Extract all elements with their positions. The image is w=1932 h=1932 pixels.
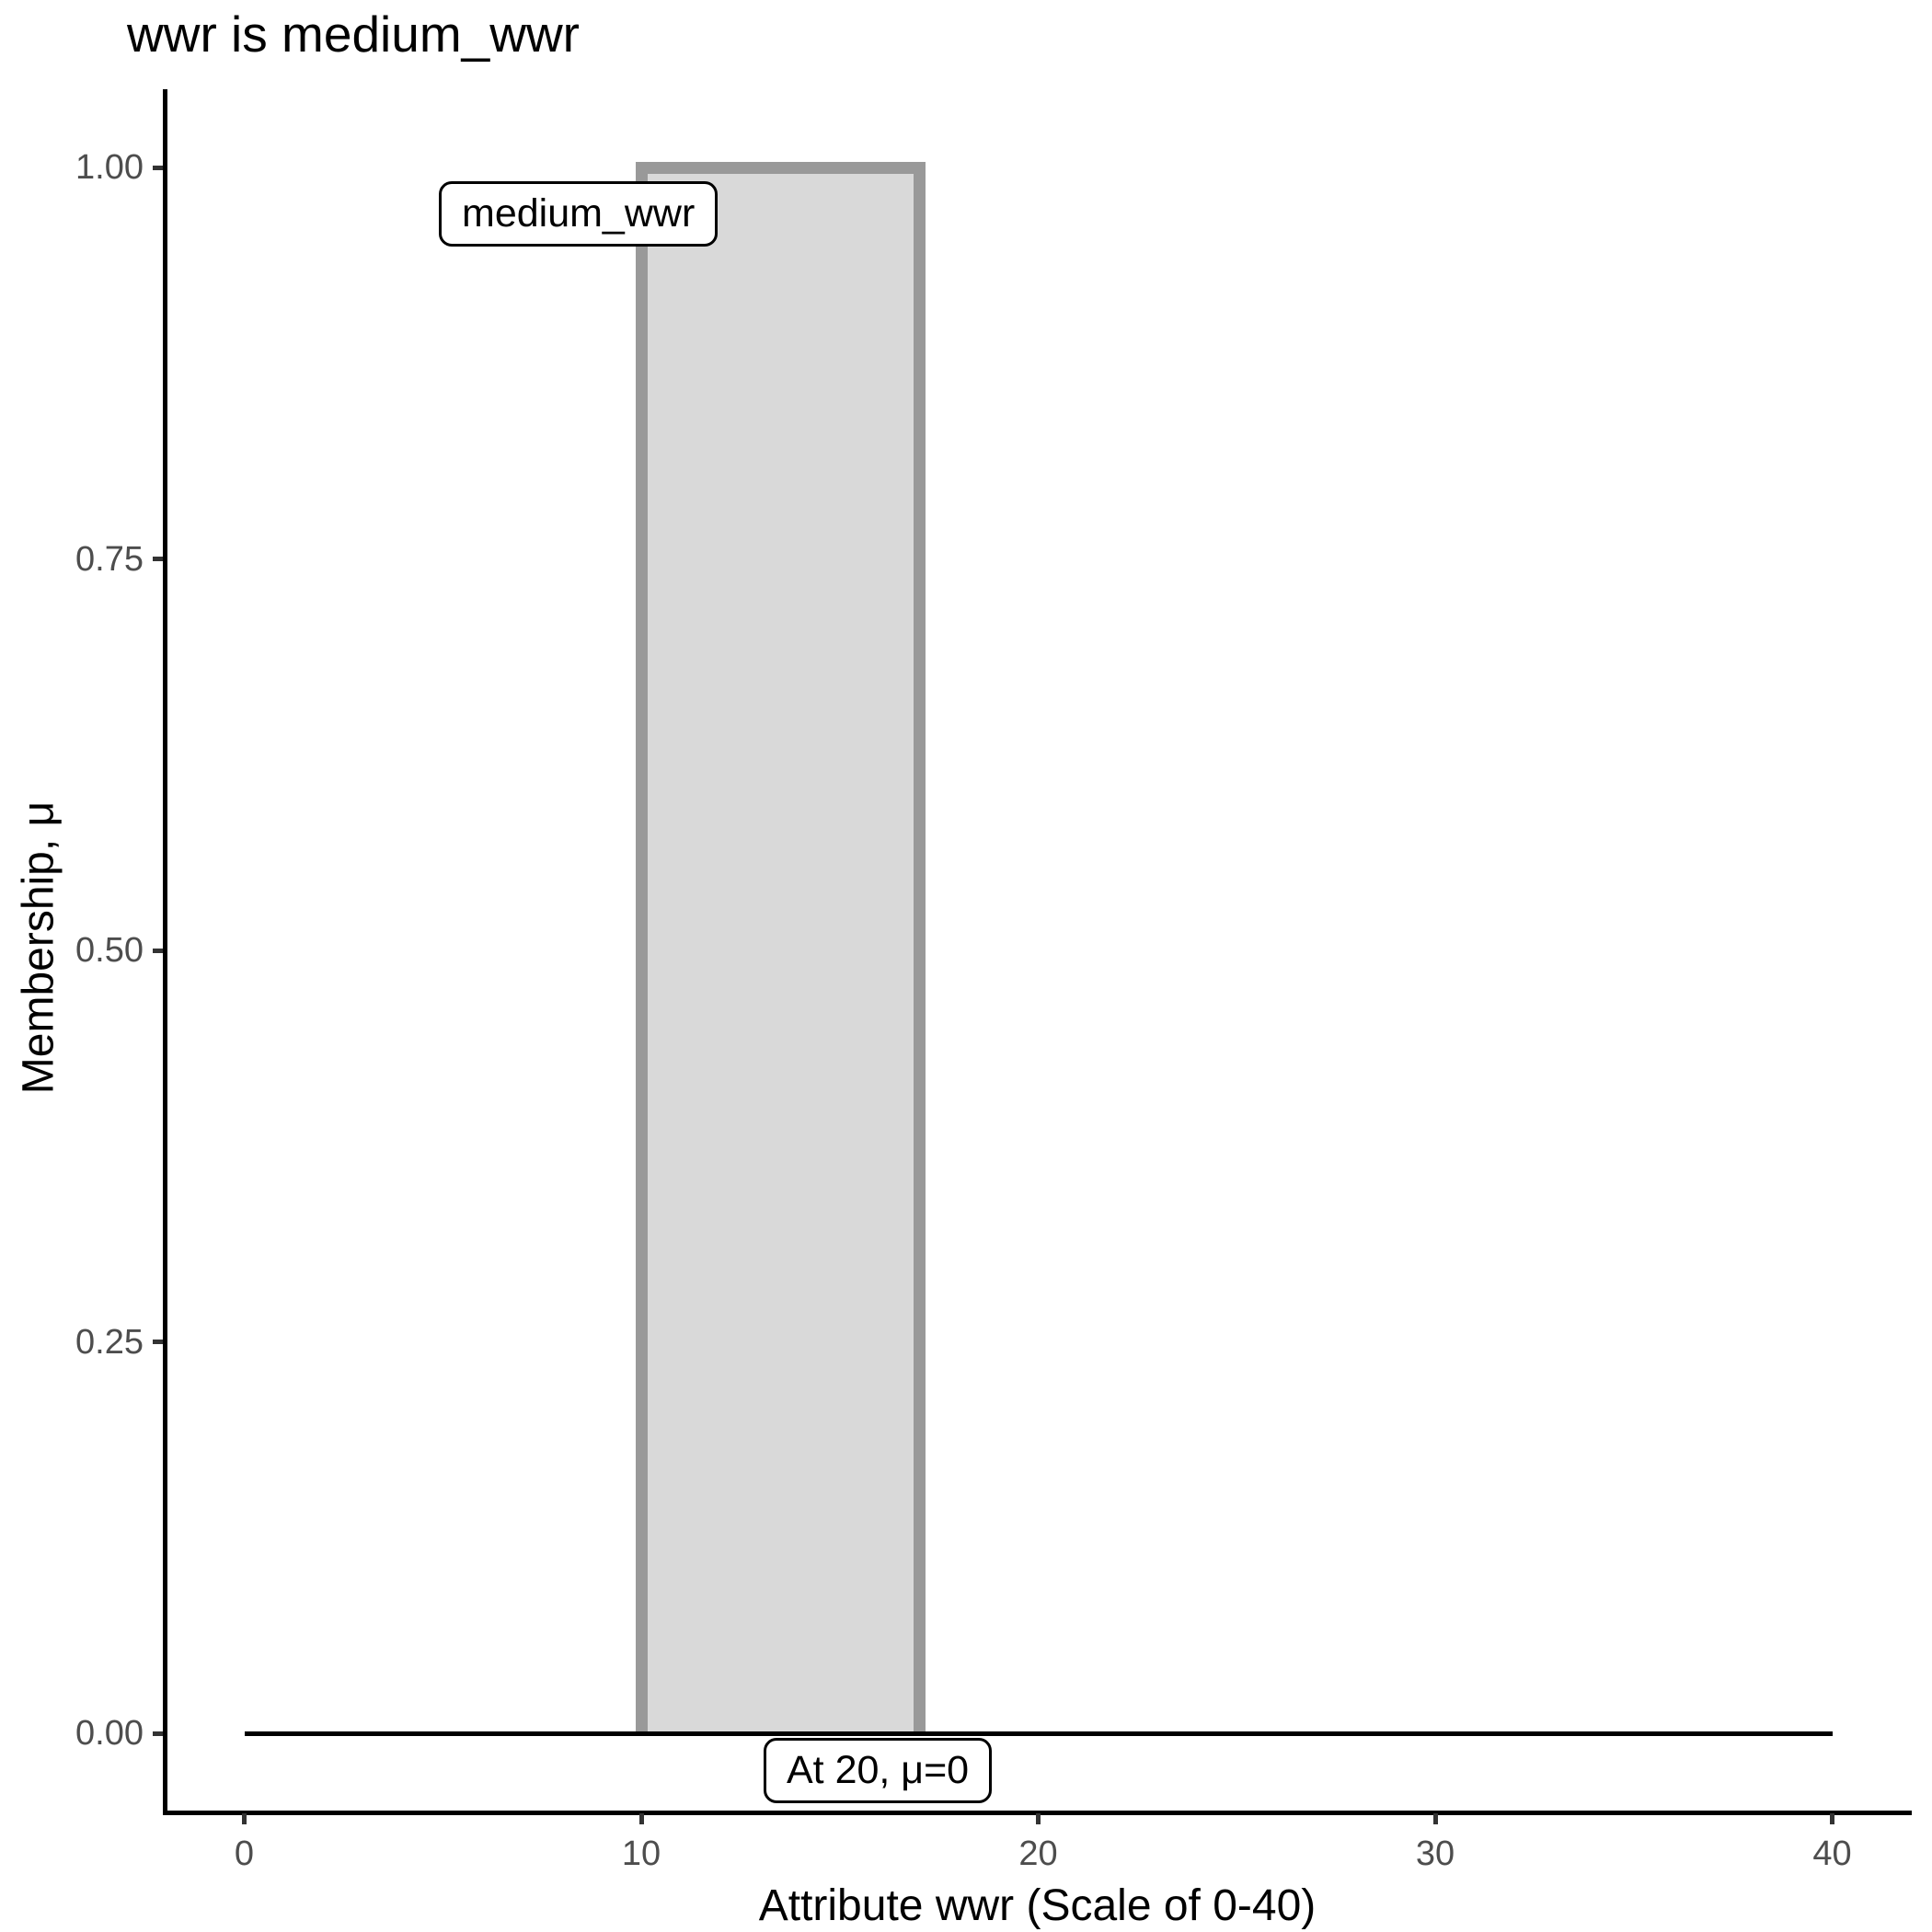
y-tick-mark	[153, 1731, 163, 1736]
x-axis-title: Attribute wwr (Scale of 0-40)	[758, 1881, 1317, 1930]
x-tick-mark	[242, 1813, 247, 1824]
mu-value-annotation: At 20, μ=0	[764, 1738, 993, 1804]
zero-membership-baseline	[244, 1731, 1833, 1736]
y-tick-label: 0.75	[75, 539, 144, 579]
set-name-label: medium_wwr	[439, 181, 719, 247]
y-tick-mark	[153, 557, 163, 561]
y-tick-label: 0.50	[75, 931, 144, 970]
y-axis-line	[163, 89, 167, 1815]
y-tick-mark	[153, 948, 163, 953]
x-tick-label: 0	[234, 1834, 255, 1873]
x-tick-mark	[638, 1813, 644, 1824]
mu-value-annotation-text: At 20, μ=0	[787, 1748, 970, 1792]
x-tick-mark	[1432, 1813, 1438, 1824]
chart-title: wwr is medium_wwr	[127, 6, 580, 63]
set-name-label-text: medium_wwr	[462, 191, 696, 236]
x-tick-mark	[1036, 1813, 1041, 1824]
y-tick-label: 1.00	[75, 148, 144, 187]
x-tick-mark	[1830, 1813, 1834, 1824]
x-tick-label: 40	[1812, 1834, 1852, 1873]
x-tick-label: 20	[1018, 1834, 1058, 1873]
x-tick-label: 30	[1415, 1834, 1455, 1873]
y-tick-label: 0.00	[75, 1714, 144, 1753]
y-tick-label: 0.25	[75, 1322, 144, 1362]
y-tick-mark	[153, 1340, 163, 1344]
x-tick-label: 10	[621, 1834, 661, 1873]
x-axis-line	[163, 1811, 1912, 1815]
y-tick-mark	[153, 165, 163, 170]
membership-function-polygon	[635, 161, 926, 1733]
